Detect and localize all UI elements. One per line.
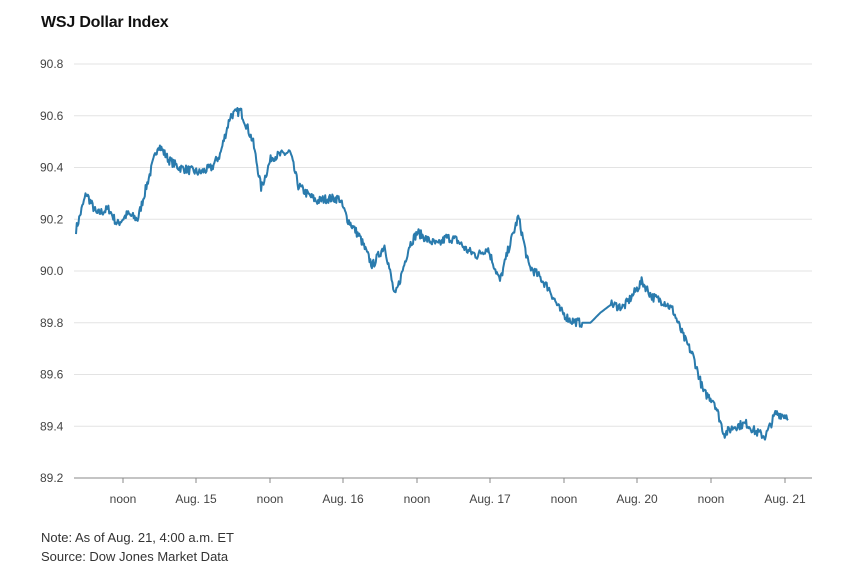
chart-notes: Note: As of Aug. 21, 4:00 a.m. ET Source… [41,528,234,566]
x-axis-tick-labels: noon Aug. 15 noon Aug. 16 noon Aug. 17 noon Aug… [110,478,806,506]
y-axis-tick-labels: 90.8 90.6 90.4 90.2 90.0 89.8 89.6 89.4 89.2 [40,57,64,485]
x-tick-label: noon [404,492,431,506]
gridlines [74,63,812,479]
y-tick-label: 89.4 [40,419,64,433]
y-tick-label: 89.6 [40,368,64,382]
y-tick-label: 90.6 [40,109,64,123]
y-tick-label: 89.8 [40,316,64,330]
y-tick-label: 90.2 [40,212,64,226]
x-tick-label: Aug. 16 [322,492,364,506]
y-tick-label: 89.2 [40,471,64,485]
y-tick-label: 90.8 [40,57,64,71]
note-text: Note: As of Aug. 21, 4:00 a.m. ET [41,530,234,545]
x-tick-label: Aug. 21 [764,492,806,506]
series-line [75,107,789,441]
chart-title: WSJ Dollar Index [41,14,169,31]
x-tick-label: noon [698,492,725,506]
x-tick-label: Aug. 17 [469,492,511,506]
x-tick-label: noon [110,492,137,506]
y-tick-label: 90.0 [40,264,64,278]
x-tick-label: Aug. 15 [175,492,217,506]
x-tick-label: noon [257,492,284,506]
source-text: Source: Dow Jones Market Data [41,549,229,564]
x-tick-label: Aug. 20 [616,492,658,506]
series-layer [75,107,789,441]
y-tick-label: 90.4 [40,161,64,175]
x-tick-label: noon [551,492,578,506]
